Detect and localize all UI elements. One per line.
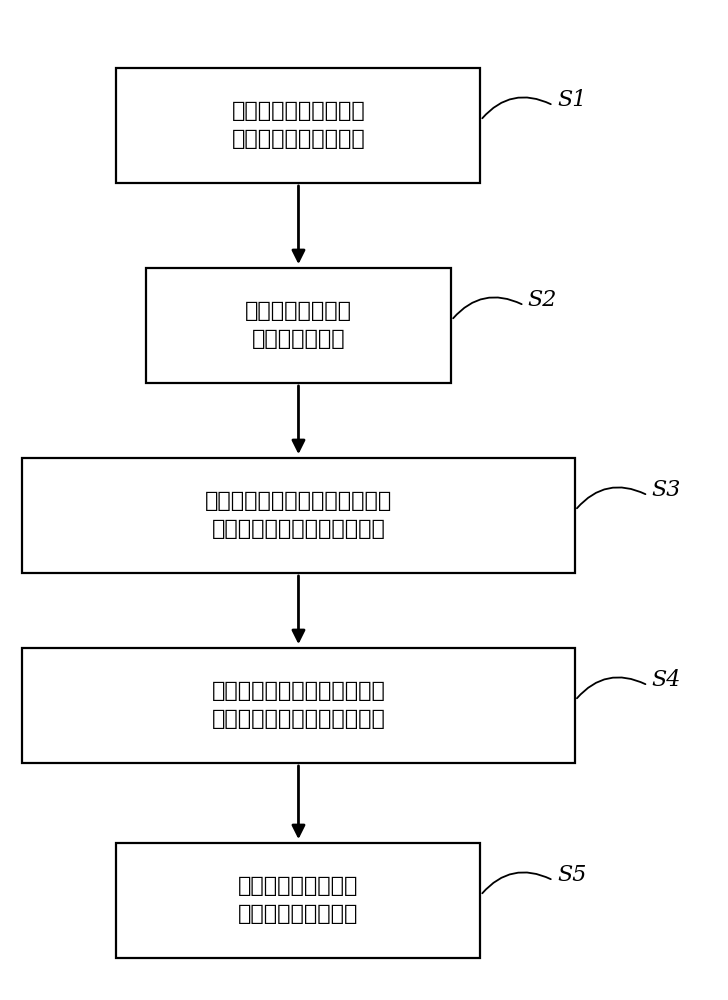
Text: S1: S1 (557, 89, 586, 111)
Text: S4: S4 (652, 669, 681, 691)
Text: 将压缩后的数据及其长度替换重
复数据删除后的数据及其长度: 将压缩后的数据及其长度替换重 复数据删除后的数据及其长度 (205, 491, 392, 539)
Text: 获取即将发送的重复数
据删除后的数据及长度: 获取即将发送的重复数 据删除后的数据及长度 (232, 101, 365, 149)
Bar (22, 648, 575, 762)
Bar (146, 267, 451, 382)
Bar (116, 842, 480, 958)
Text: S5: S5 (557, 864, 586, 886)
Bar (22, 458, 575, 572)
Text: 将重复数据删除后的数据长度
和压缩后的数据长度进行对比: 将重复数据删除后的数据长度 和压缩后的数据长度进行对比 (212, 681, 385, 729)
Text: S2: S2 (528, 289, 557, 311)
Bar (116, 68, 480, 182)
Text: S3: S3 (652, 479, 681, 501)
Text: 将对比后的差值加入
计算重删比的数值中: 将对比后的差值加入 计算重删比的数值中 (238, 876, 359, 924)
Text: 对重复数据删除后
的数据进行压缩: 对重复数据删除后 的数据进行压缩 (245, 301, 352, 349)
